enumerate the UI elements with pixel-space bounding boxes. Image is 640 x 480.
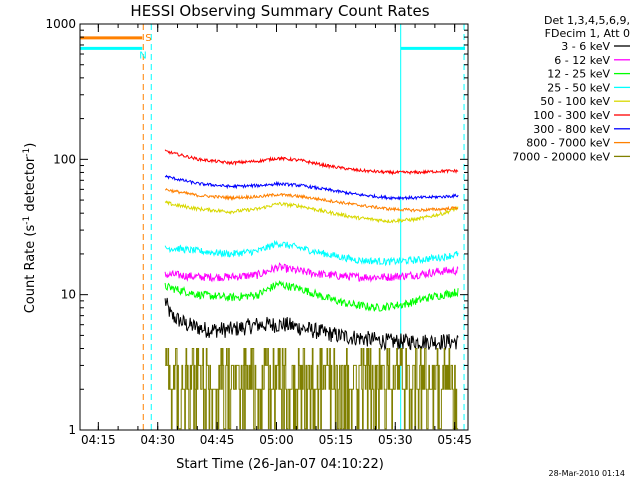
x-tick-label: 04:15: [81, 433, 116, 447]
legend-entry-label: 800 - 7000 keV: [526, 137, 610, 150]
y-tick-label: 10: [61, 288, 76, 302]
legend-entry-label: 300 - 800 keV: [533, 123, 610, 136]
x-tick-label: 05:30: [378, 433, 413, 447]
timestamp: 28-Mar-2010 01:14: [549, 469, 626, 478]
series-line-0: [164, 297, 459, 352]
plot-frame: [79, 23, 469, 431]
x-tick-label: 05:45: [437, 433, 472, 447]
legend-entry-label: 3 - 6 keV: [561, 40, 610, 53]
y-tick-label: 100: [53, 152, 76, 166]
legend-entry-label: 50 - 100 keV: [540, 95, 610, 108]
y-axis-label: Count Rate (s-1 detector-1): [22, 143, 38, 314]
series-line-7: [164, 187, 459, 213]
axes: 1 10 100 1000 04:15 04:30 04:45 05:00 05:15 05:30…: [45, 17, 472, 447]
night-flag-label: N: [139, 50, 146, 61]
legend-entry-label: 7000 - 20000 keV: [512, 150, 610, 163]
series-line-1: [164, 262, 459, 283]
saa-flag-label: S: [145, 33, 151, 44]
series-line-4: [164, 200, 459, 224]
legend-entry-label: 100 - 300 keV: [533, 109, 610, 122]
chart-title: HESSI Observing Summary Count Rates: [130, 2, 429, 20]
legend-header: FDecim 1, Att 0: [545, 27, 630, 40]
legend-entry-label: 25 - 50 keV: [547, 81, 610, 94]
y-tick-label: 1: [68, 423, 76, 437]
x-tick-label: 04:30: [140, 433, 175, 447]
series-line-5: [164, 149, 459, 176]
x-tick-label: 04:45: [200, 433, 235, 447]
x-tick-label: 05:15: [319, 433, 354, 447]
series-line-3: [164, 239, 459, 267]
series-line-8: [165, 348, 459, 430]
plot-area: SN: [79, 24, 466, 430]
legend-entry-label: 12 - 25 keV: [547, 68, 610, 81]
x-tick-label: 05:00: [259, 433, 294, 447]
series-line-6: [164, 174, 459, 201]
legend-header: Det 1,3,4,5,6,9,: [544, 14, 630, 27]
legend-entry-label: 6 - 12 keV: [554, 54, 610, 67]
y-tick-label: 1000: [45, 17, 76, 31]
legend: Det 1,3,4,5,6,9,FDecim 1, Att 03 - 6 keV…: [512, 14, 630, 163]
x-axis-label: Start Time (26-Jan-07 04:10:22): [176, 457, 384, 472]
series-line-2: [164, 280, 459, 312]
